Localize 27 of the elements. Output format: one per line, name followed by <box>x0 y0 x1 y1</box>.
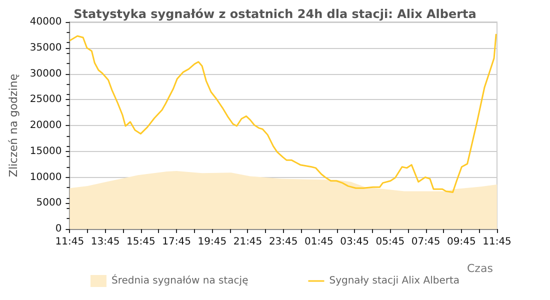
x-tick-label: 03:45 <box>340 236 369 248</box>
y-axis-title: Zliczeń na godzinę <box>7 74 20 178</box>
x-tick-label: 13:45 <box>90 236 120 248</box>
legend-label: Sygnały stacji Alix Alberta <box>329 276 460 286</box>
x-tick-label: 09:45 <box>446 236 476 248</box>
y-tick-label: 40000 <box>30 16 62 28</box>
x-tick-label: 19:45 <box>198 236 227 248</box>
y-tick-label: 5000 <box>36 198 62 209</box>
x-tick-label: 05:45 <box>376 236 405 248</box>
legend-label: Średnia sygnałów na stację <box>111 274 248 286</box>
x-tick-label: 11:45 <box>55 236 84 248</box>
x-tick-label: 17:45 <box>162 236 191 248</box>
y-tick-label: 0 <box>55 224 62 234</box>
x-tick-label: 21:45 <box>233 236 262 248</box>
x-tick-label: 01:45 <box>304 236 334 248</box>
y-tick-label: 20000 <box>30 120 62 131</box>
x-tick-label: 23:45 <box>268 236 298 248</box>
x-tick-label: 15:45 <box>126 236 156 248</box>
y-tick-label: 25000 <box>30 94 62 106</box>
x-tick-label: 07:45 <box>411 236 440 248</box>
y-tick-label: 35000 <box>30 42 62 54</box>
x-axis-title: Czas <box>467 262 494 275</box>
x-tick-label: 11:45 <box>482 236 512 248</box>
y-tick-label: 15000 <box>30 146 62 157</box>
chart-title: Statystyka sygnałów z ostatnich 24h dla stacji: Alix Alberta <box>74 7 476 21</box>
y-tick-label: 10000 <box>30 172 62 183</box>
y-tick-label: 30000 <box>30 68 62 80</box>
